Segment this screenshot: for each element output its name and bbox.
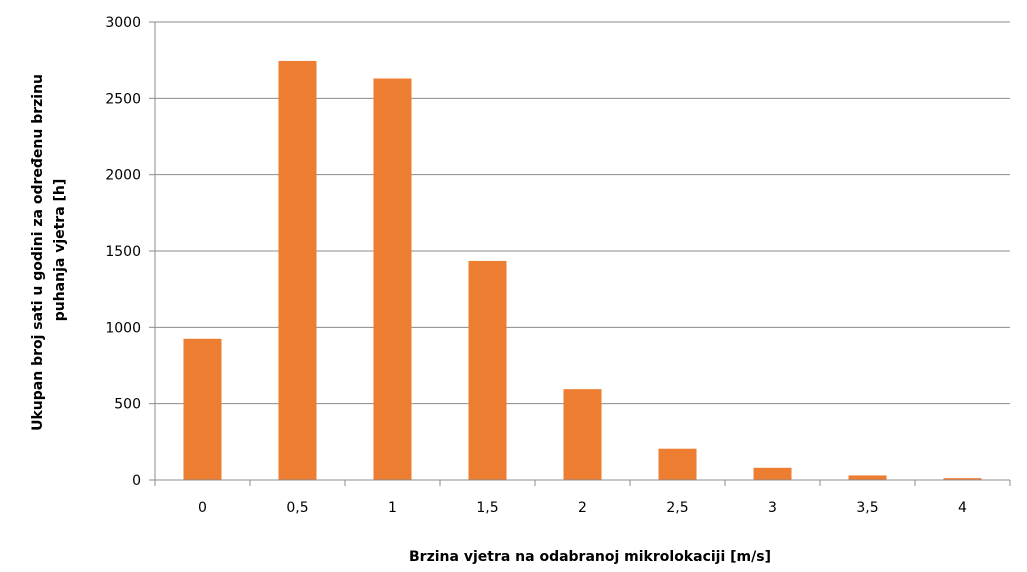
bar-0-5 [278, 60, 317, 481]
y-tick-label: 500 [114, 397, 141, 413]
bars [183, 60, 982, 481]
y-tick-label: 2500 [105, 91, 141, 107]
axes [149, 21, 1011, 486]
y-tick-label: 2000 [105, 168, 141, 184]
y-tick-label: 0 [132, 473, 141, 489]
y-tick-label: 3000 [105, 15, 141, 31]
x-tick-label: 2,5 [666, 500, 688, 516]
x-tick-label: 0 [198, 500, 207, 516]
bar-3 [753, 467, 792, 480]
bar-2 [563, 389, 602, 480]
y-axis-title: Ukupan broj sati u godini za određenu br… [30, 69, 68, 431]
y-axis-title-line-2: puhanja vjetra [h] [52, 179, 68, 322]
bar-2-5 [658, 448, 697, 480]
tick-labels: 0 500 1000 1500 2000 2500 3000 0 0,5 1 1,5 2 2,5 3 3,5… [105, 15, 967, 516]
bar-0 [183, 338, 222, 480]
x-tick-label: 0,5 [286, 500, 308, 516]
x-tick-label: 3 [768, 500, 777, 516]
x-tick-label: 1,5 [476, 500, 498, 516]
bar-1-5 [468, 260, 507, 480]
y-tick-label: 1000 [105, 320, 141, 336]
x-tick-label: 4 [958, 500, 967, 516]
bar-4 [943, 478, 982, 480]
bar-3-5 [848, 475, 887, 480]
x-tick-label: 1 [388, 500, 397, 516]
x-axis-title: Brzina vjetra na odabranoj mikrolokaciji… [409, 549, 771, 565]
y-tick-label: 1500 [105, 244, 141, 260]
y-axis-title-line-1: Ukupan broj sati u godini za određenu br… [30, 74, 46, 431]
x-tick-label: 3,5 [856, 500, 878, 516]
bar-1 [373, 78, 412, 480]
x-tick-label: 2 [578, 500, 587, 516]
